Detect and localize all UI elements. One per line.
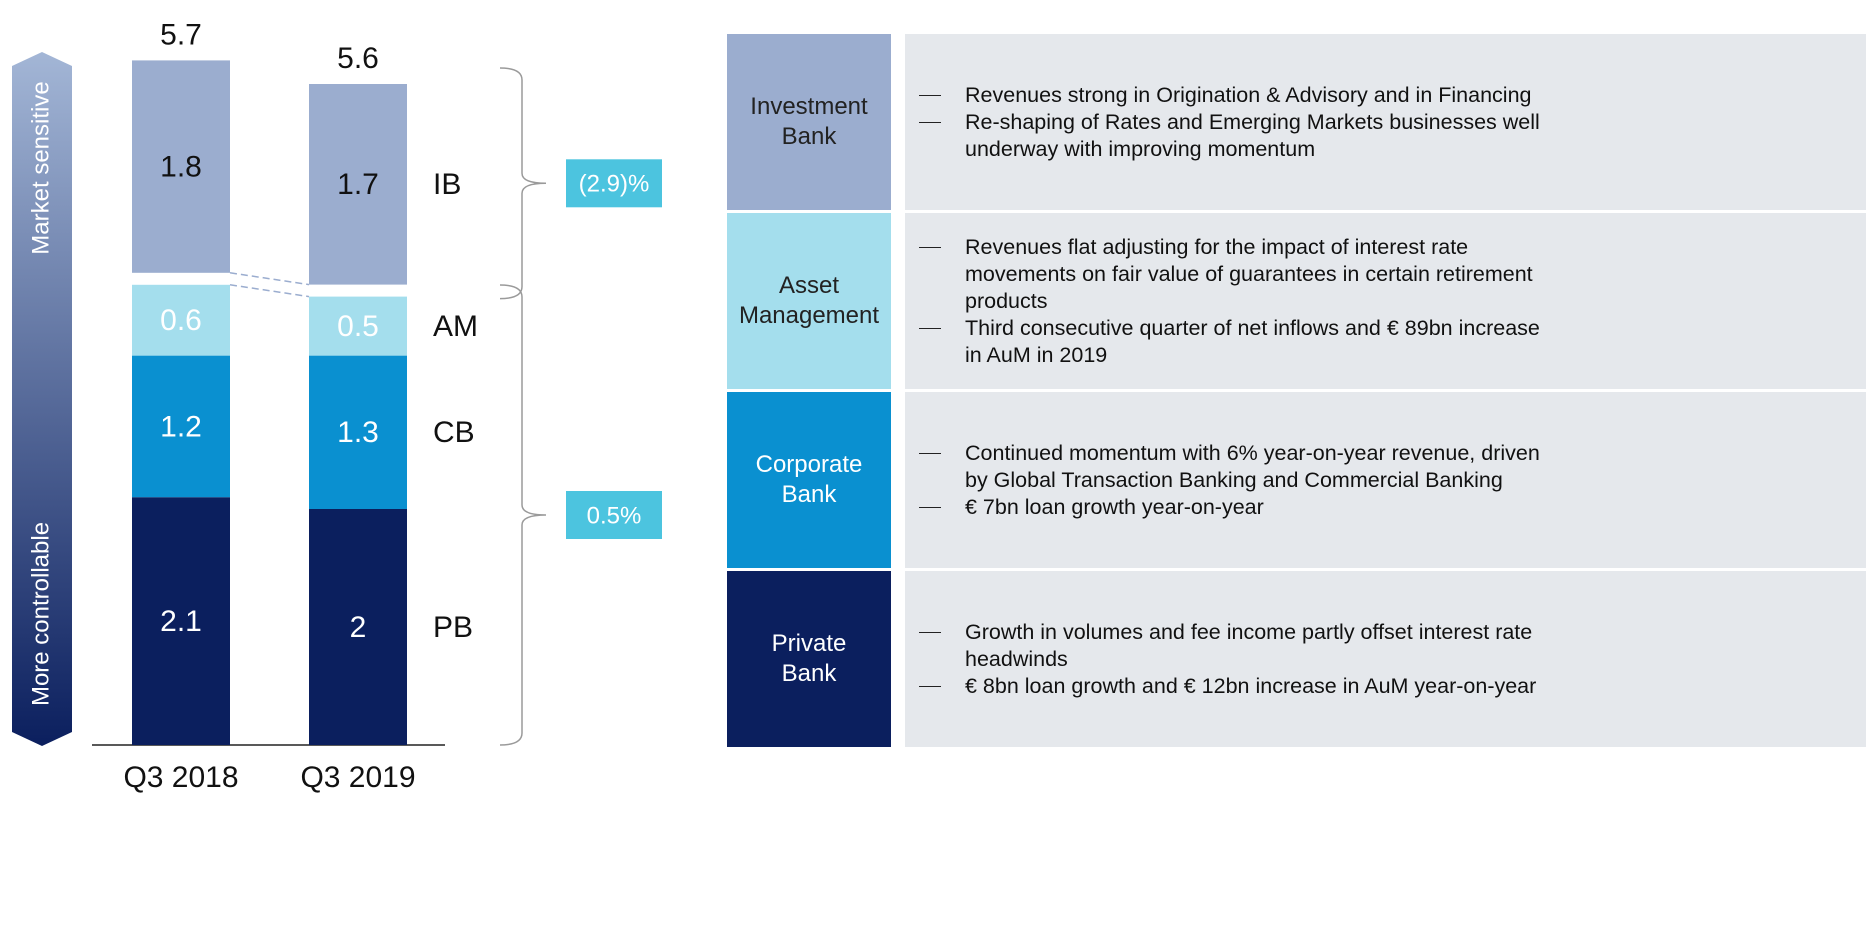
brace: [499, 284, 547, 746]
bullet-dash: [919, 246, 941, 248]
bullet-dash: [919, 121, 941, 123]
bullet-dash: [919, 685, 941, 687]
series-label: IB: [433, 168, 461, 201]
bullet-dash: [919, 506, 941, 508]
segment-label: 0.6: [160, 304, 202, 337]
bullet-dash: [919, 452, 941, 454]
segment-label: 1.2: [160, 410, 202, 443]
bullet-text: Third consecutive quarter of net inflows…: [965, 315, 1540, 367]
bar-segment: [309, 296, 407, 356]
row-description: Continued momentum with 6% year-on-year …: [905, 392, 1866, 568]
bullet: Continued momentum with 6% year-on-year …: [919, 440, 1866, 494]
bullet-text: Revenues strong in Origination & Advisor…: [965, 82, 1532, 107]
bullet: Growth in volumes and fee income partly …: [919, 619, 1866, 673]
side-arrow: [12, 52, 72, 746]
bullet: € 8bn loan growth and € 12bn increase in…: [919, 673, 1866, 700]
bullet-dash: [919, 94, 941, 96]
bar-segment: [132, 60, 230, 273]
bar-segment: [132, 497, 230, 745]
row-description: Growth in volumes and fee income partly …: [905, 571, 1866, 747]
bullet: Revenues strong in Origination & Advisor…: [919, 82, 1866, 109]
bullet: Revenues flat adjusting for the impact o…: [919, 234, 1866, 315]
bullet-text: Re-shaping of Rates and Emerging Markets…: [965, 109, 1540, 161]
segment-label: 1.7: [337, 168, 379, 201]
x-tick-label: Q3 2019: [300, 761, 415, 794]
table-row: Corporate Bank Continued momentum with 6%…: [727, 392, 1866, 568]
bar-segment: [132, 355, 230, 498]
series-label: AM: [433, 310, 478, 343]
row-description: Revenues strong in Origination & Advisor…: [905, 34, 1866, 210]
bar-segment: [309, 84, 407, 285]
bullet-text: € 8bn loan growth and € 12bn increase in…: [965, 673, 1537, 698]
segment-label: 1.3: [337, 416, 379, 449]
row-description: Revenues flat adjusting for the impact o…: [905, 213, 1866, 389]
chart: 2.1 1.2 0.6 1.8 5.7 Q3 2018 2 1.3 0.5 1.7 5.6 Q3 20…: [12, 18, 662, 794]
series-label: CB: [433, 416, 475, 449]
connector: [229, 284, 310, 298]
bullet-text: Growth in volumes and fee income partly …: [965, 619, 1533, 671]
bar-segment: [309, 509, 407, 745]
side-label: More controllable: [27, 522, 54, 706]
row-label: Private Bank: [727, 571, 891, 747]
table-row: Private Bank Growth in volumes and fee in…: [727, 571, 1866, 747]
table-row: Asset Management Revenues flat adjusting …: [727, 213, 1866, 389]
bar-segment: [132, 284, 230, 356]
annotation: (2.9)%: [579, 171, 650, 198]
bar-segment: [309, 355, 407, 509]
bullet: € 7bn loan growth year-on-year: [919, 494, 1866, 521]
bullet-text: Continued momentum with 6% year-on-year …: [965, 440, 1540, 492]
bullet-text: € 7bn loan growth year-on-year: [965, 494, 1264, 519]
segment-label: 2: [350, 611, 367, 644]
bullet: Third consecutive quarter of net inflows…: [919, 315, 1866, 369]
annotation-box: [566, 159, 662, 208]
bullet-dash: [919, 327, 941, 329]
bullet-dash: [919, 631, 941, 633]
series-label: PB: [433, 611, 473, 644]
row-label: Investment Bank: [727, 34, 891, 210]
table: Investment Bank Revenues strong in Origin…: [727, 34, 1866, 750]
segment-label: 1.8: [160, 151, 202, 184]
annotation: 0.5%: [587, 502, 642, 529]
row-label: Asset Management: [727, 213, 891, 389]
bullet: Re-shaping of Rates and Emerging Markets…: [919, 109, 1866, 163]
side-label: Market sensitive: [27, 81, 54, 254]
brace: [499, 67, 547, 300]
table-row: Investment Bank Revenues strong in Origin…: [727, 34, 1866, 210]
total-label: 5.7: [160, 18, 202, 51]
row-label: Corporate Bank: [727, 392, 891, 568]
connector: [229, 272, 310, 286]
annotation-box: [566, 491, 662, 539]
segment-label: 0.5: [337, 310, 379, 343]
total-label: 5.6: [337, 42, 379, 75]
bullet-text: Revenues flat adjusting for the impact o…: [965, 234, 1533, 313]
x-tick-label: Q3 2018: [123, 761, 238, 794]
segment-label: 2.1: [160, 605, 202, 638]
